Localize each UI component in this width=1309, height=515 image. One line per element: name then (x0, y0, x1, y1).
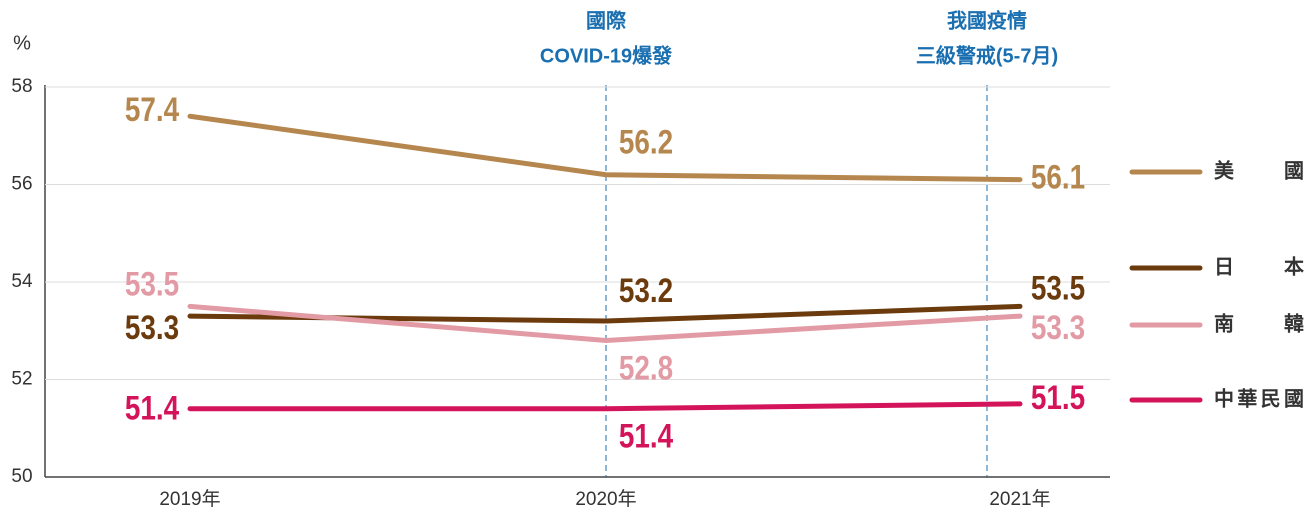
annotation: 國際 (586, 8, 627, 32)
legend-label: 南韓 (1214, 311, 1304, 335)
y-tick-label: 52 (11, 369, 32, 390)
data-label: 53.3 (125, 308, 179, 346)
y-tick-label: 50 (11, 466, 32, 487)
y-axis-label: % (13, 32, 31, 54)
annotation: 三級警戒(5-7月) (916, 43, 1058, 67)
line (187, 113, 1023, 183)
data-label: 53.5 (1031, 269, 1085, 307)
legend-label: 中華民國 (1214, 386, 1304, 410)
data-label: 56.1 (1031, 158, 1085, 196)
data-label: 56.2 (619, 123, 673, 161)
y-tick-label: 56 (11, 174, 32, 195)
legend-label: 日本 (1214, 255, 1304, 278)
data-label: 53.2 (619, 271, 673, 309)
data-label: 53.5 (125, 265, 179, 303)
annotation: 我國疫情 (947, 8, 1027, 32)
annotation: COVID-19爆發 (540, 43, 672, 67)
data-label: 51.4 (619, 417, 674, 455)
line (187, 303, 1023, 344)
data-label: 51.5 (1031, 378, 1085, 416)
y-tick-label: 54 (11, 271, 33, 292)
x-tick-label: 2020年 (575, 488, 636, 510)
legend-label: 美國 (1214, 158, 1304, 182)
x-tick-label: 2019年 (159, 488, 220, 510)
data-label: 53.3 (1031, 308, 1085, 346)
data-label: 52.8 (619, 349, 673, 387)
data-label: 51.4 (125, 389, 180, 427)
line (187, 401, 1023, 412)
x-tick-label: 2021年 (989, 488, 1050, 510)
y-tick-label: 58 (11, 76, 32, 97)
data-label: 57.4 (125, 91, 180, 129)
